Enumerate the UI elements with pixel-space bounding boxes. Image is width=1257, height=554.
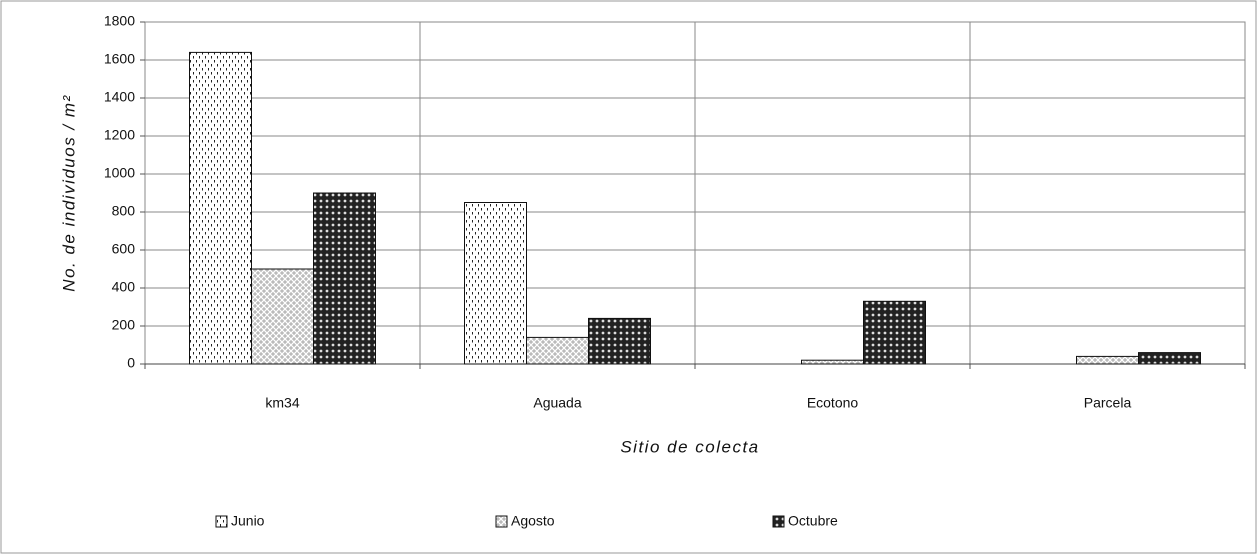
y-tick-label: 1000 <box>104 165 135 181</box>
bar <box>1076 355 1139 365</box>
x-tick-label: Aguada <box>533 395 581 411</box>
bar <box>1138 352 1201 365</box>
y-tick-label: 1400 <box>104 89 135 105</box>
y-tick-label: 400 <box>112 279 136 295</box>
bar <box>801 359 864 365</box>
y-tick-label: 1800 <box>104 13 135 29</box>
bar <box>588 317 651 365</box>
legend-label: Octubre <box>788 513 838 529</box>
y-tick-label: 0 <box>127 355 135 371</box>
y-tick-label: 600 <box>112 241 136 257</box>
y-tick-label: 200 <box>112 317 136 333</box>
legend-label: Agosto <box>511 513 555 529</box>
y-tick-label: 800 <box>112 203 136 219</box>
legend-label: Junio <box>231 513 265 529</box>
legend-swatch <box>215 515 228 528</box>
y-tick-label: 1200 <box>104 127 135 143</box>
bar <box>526 336 589 365</box>
bar <box>189 51 252 365</box>
x-tick-label: km34 <box>265 395 299 411</box>
bar <box>251 268 314 365</box>
bar <box>863 300 926 365</box>
legend-swatch <box>772 515 785 528</box>
bar <box>464 202 527 365</box>
legend-swatch <box>495 515 508 528</box>
x-tick-label: Ecotono <box>807 395 859 411</box>
y-axis-label: No. de individuos / m² <box>59 94 78 291</box>
bar <box>313 192 376 365</box>
y-tick-label: 1600 <box>104 51 135 67</box>
x-tick-label: Parcela <box>1084 395 1132 411</box>
x-axis-label: Sitio de colecta <box>620 437 759 456</box>
